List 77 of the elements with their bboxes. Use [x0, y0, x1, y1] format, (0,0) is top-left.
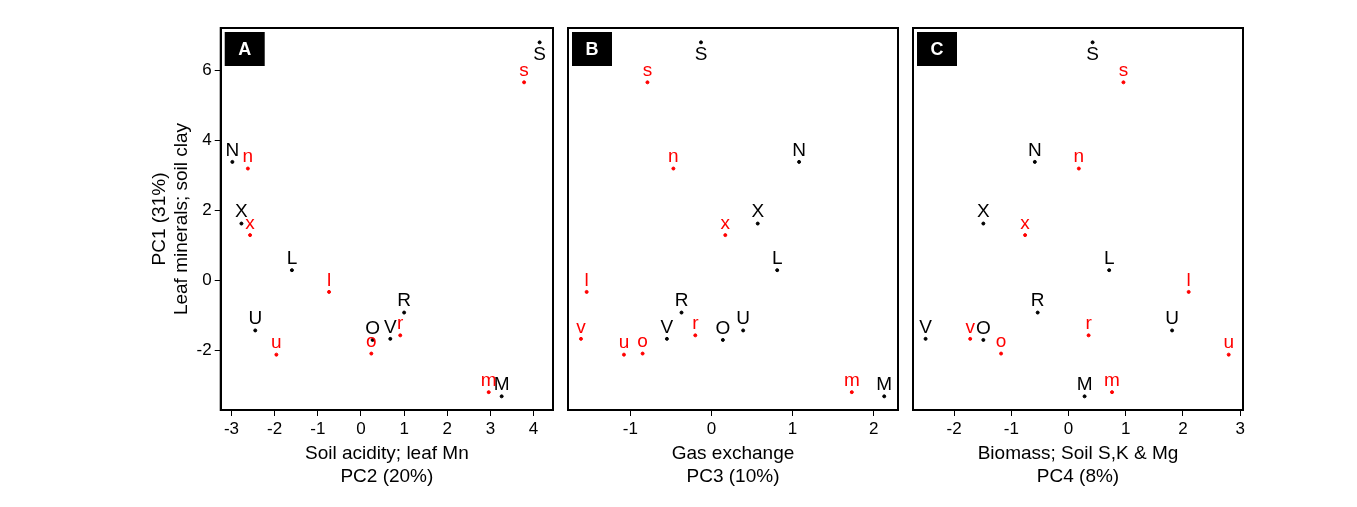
data-label: v [576, 315, 587, 337]
data-label: R [674, 289, 689, 311]
y-tick-label: -2 [196, 340, 212, 360]
data-label: x [720, 211, 731, 233]
data-label: L [771, 246, 783, 268]
data-label: X [977, 200, 990, 222]
data-label: r [692, 312, 700, 334]
data-label: N [792, 138, 806, 160]
x-tick-label: 1 [399, 418, 409, 438]
data-label: v [965, 315, 976, 337]
data-label: U [736, 307, 750, 329]
x-axis-title: Soil acidity; leaf Mn PC2 (20%) [305, 442, 469, 486]
x-tick-label: 4 [528, 418, 539, 438]
data-label: l [584, 268, 589, 290]
y-tick-label: 6 [202, 59, 212, 79]
x-tick-label: -3 [223, 418, 240, 438]
data-label: N [225, 138, 240, 160]
data-label: M [1076, 373, 1093, 395]
x-tick-label: -1 [310, 418, 326, 438]
data-label: V [919, 315, 933, 337]
data-label: o [637, 330, 648, 352]
text: B [585, 38, 599, 59]
x-tick-label: -2 [946, 418, 962, 438]
data-label: X [751, 200, 765, 222]
y-tick-label: 0 [202, 270, 212, 290]
data-label: u [271, 331, 282, 353]
data-label: r [1085, 312, 1093, 334]
x-tick-label: -1 [622, 418, 638, 438]
data-label: N [1027, 138, 1042, 160]
data-label: x [1020, 211, 1031, 233]
x-tick-label: 0 [1063, 418, 1074, 438]
y-tick-label: 2 [202, 199, 212, 219]
data-label: u [1223, 331, 1234, 353]
data-label: u [618, 331, 630, 353]
data-label: m [843, 368, 860, 390]
y-axis-title: PC1 (31%) Leaf minerals; soil clay [147, 122, 192, 316]
data-label: S [1086, 43, 1099, 65]
data-label: U [248, 307, 263, 329]
data-label: n [1073, 145, 1085, 167]
data-label: S [533, 43, 546, 65]
x-tick-label: 2 [868, 418, 879, 438]
x-tick-label: 1 [1121, 418, 1131, 438]
x-tick-label: 1 [787, 418, 798, 438]
x-tick-label: 0 [706, 418, 717, 438]
data-label: U [1165, 307, 1179, 329]
data-label: o [995, 330, 1007, 352]
data-label: s [642, 59, 653, 81]
data-label: l [326, 268, 332, 290]
data-label: L [1103, 246, 1115, 268]
data-label: R [1030, 289, 1045, 311]
x-tick-label: -2 [267, 418, 283, 438]
data-label: m [1104, 368, 1120, 390]
data-label: V [660, 315, 674, 337]
x-tick-label: 0 [356, 418, 366, 438]
data-label: l [1186, 268, 1191, 290]
data-label: M [876, 373, 893, 395]
data-label: O [975, 316, 991, 338]
y-tick-label: 4 [202, 129, 212, 149]
data-label: O [715, 316, 731, 338]
x-tick-label: 2 [442, 418, 453, 438]
x-axis-title: Gas exchange PC3 (10%) [671, 442, 795, 486]
data-label: S [694, 43, 708, 65]
x-axis-title: Biomass; Soil S,K & Mg PC4 (8%) [977, 442, 1179, 486]
data-label: s [519, 59, 529, 81]
data-label: R [397, 289, 411, 311]
x-tick-label: 3 [1235, 418, 1245, 438]
x-tick-label: -1 [1003, 418, 1019, 438]
data-label: r [397, 312, 405, 334]
data-label: V [383, 315, 397, 337]
text: A [238, 38, 252, 59]
data-label: n [242, 145, 254, 167]
x-tick-label: 3 [485, 418, 496, 438]
x-tick-label: 2 [1178, 418, 1188, 438]
text: C [930, 38, 944, 59]
data-label: s [1118, 59, 1129, 81]
data-label: L [286, 246, 298, 268]
data-label: n [668, 145, 679, 167]
